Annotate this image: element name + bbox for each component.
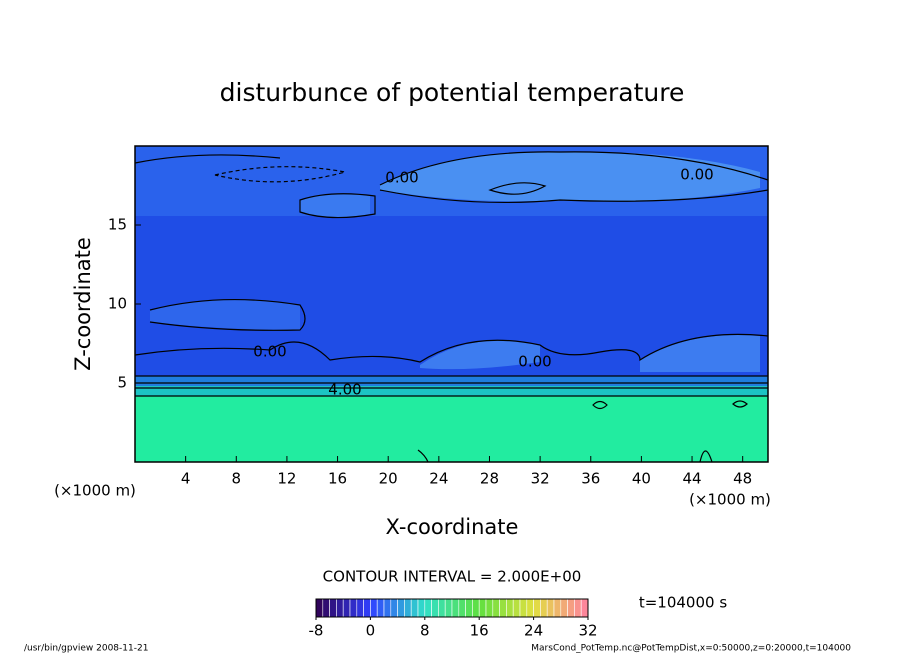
colorbar-swatch: [553, 598, 562, 618]
contour-field: [134, 146, 769, 463]
colorbar-tick-label: 0: [366, 622, 376, 640]
colorbar-swatch: [376, 598, 385, 618]
y-tick-label: 5: [117, 374, 127, 392]
x-tick-label: 48: [733, 470, 752, 488]
colorbar-swatch: [363, 598, 371, 618]
colorbar-swatch: [574, 598, 582, 618]
time-label: t=104000 s: [639, 594, 727, 612]
footer-left: /usr/bin/gpview 2008-11-21: [24, 644, 148, 654]
x-tick-label: 24: [429, 470, 448, 488]
field-blob: [380, 151, 760, 202]
colorbar-swatch: [322, 598, 330, 618]
colorbar-swatch: [567, 598, 575, 618]
chart-title: disturbunce of potential temperature: [220, 78, 685, 107]
colorbar-tick-label: 8: [420, 622, 430, 640]
colorbar-swatch: [519, 598, 528, 618]
y-axis-label: Z-coordinate: [71, 237, 95, 371]
colorbar-swatch: [512, 598, 521, 618]
colorbar-swatch: [451, 598, 460, 618]
field-blob: [420, 340, 540, 370]
colorbar-swatch: [546, 598, 555, 618]
x-tick-label: 8: [232, 470, 242, 488]
colorbar-swatch: [431, 598, 439, 618]
field-lower: [135, 396, 768, 462]
contour-interval: CONTOUR INTERVAL = 2.000E+00: [323, 568, 582, 586]
field-band: [135, 386, 768, 396]
colorbar-swatch: [526, 598, 534, 618]
field-blob: [300, 193, 370, 218]
contour-label: 0.00: [680, 166, 713, 184]
x-tick-label: 44: [682, 470, 701, 488]
colorbar-swatch: [424, 598, 432, 618]
colorbar-swatch: [315, 598, 324, 618]
colorbar-tick-label: 16: [470, 622, 489, 640]
x-unit: (×1000 m): [689, 491, 771, 509]
colorbar-swatch: [478, 598, 487, 618]
y-tick-label: 15: [108, 216, 127, 234]
field-band: [135, 376, 768, 386]
colorbar-tick-label: -8: [309, 622, 324, 640]
colorbar-swatch: [458, 598, 466, 618]
colorbar-swatch: [404, 598, 412, 618]
x-tick-label: 28: [480, 470, 499, 488]
colorbar-swatch: [329, 598, 337, 618]
colorbar-swatch: [499, 598, 507, 618]
colorbar-swatch: [465, 598, 473, 618]
colorbar-swatch: [370, 598, 378, 618]
x-tick-label: 12: [277, 470, 296, 488]
x-tick-label: 16: [328, 470, 347, 488]
colorbar-swatch: [485, 598, 494, 618]
colorbar-frame: [315, 598, 589, 618]
x-tick-label: 20: [379, 470, 398, 488]
colorbar-swatch: [580, 598, 589, 618]
x-axis-label: X-coordinate: [386, 515, 519, 539]
contour-label: 0.00: [253, 343, 286, 361]
x-tick-label: 40: [632, 470, 651, 488]
contour-label: 0.00: [385, 169, 418, 187]
colorbar-swatch: [444, 598, 453, 618]
colorbar-tick-label: 24: [524, 622, 543, 640]
colorbar-swatch: [356, 598, 364, 618]
colorbar-swatch: [472, 598, 480, 618]
footer-right: MarsCond_PotTemp.nc@PotTempDist,x=0:5000…: [531, 644, 851, 654]
colorbar-swatch: [492, 598, 500, 618]
colorbar-swatch: [417, 598, 426, 618]
colorbar-swatch: [540, 598, 548, 618]
field-blob: [150, 299, 300, 330]
colorbar-tick-label: 32: [578, 622, 597, 640]
colorbar-swatch: [349, 598, 358, 618]
colorbar-swatch: [438, 598, 446, 618]
colorbar-swatch: [342, 598, 351, 618]
colorbar-swatch: [533, 598, 541, 618]
x-tick-label: 36: [581, 470, 600, 488]
contour-label: 4.00: [328, 381, 361, 399]
contour-label: 0.00: [518, 353, 551, 371]
x-tick-label: 32: [531, 470, 550, 488]
colorbar-swatch: [336, 598, 344, 618]
colorbar-swatch: [410, 598, 419, 618]
y-unit: (×1000 m): [54, 482, 136, 500]
colorbar-swatch: [383, 598, 392, 618]
y-tick-label: 10: [108, 295, 127, 313]
colorbar-swatch: [390, 598, 398, 618]
colorbar-swatch: [560, 598, 568, 618]
field-blob: [640, 335, 760, 372]
colorbar-swatch: [397, 598, 405, 618]
colorbar-swatch: [506, 598, 514, 618]
contour-lines: [134, 151, 769, 463]
x-tick-label: 4: [181, 470, 191, 488]
